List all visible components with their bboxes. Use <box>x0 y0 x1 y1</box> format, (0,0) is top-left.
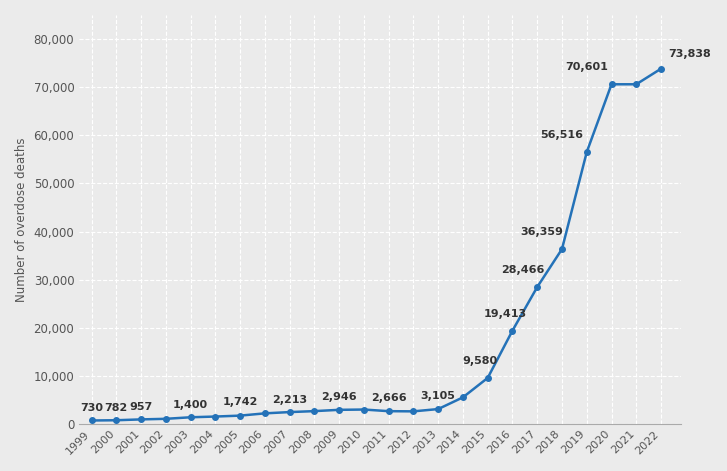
Text: 70,601: 70,601 <box>566 62 608 72</box>
Text: 19,413: 19,413 <box>483 309 526 318</box>
Text: 2,666: 2,666 <box>371 393 406 403</box>
Text: 782: 782 <box>105 403 128 413</box>
Text: 730: 730 <box>80 403 103 413</box>
Text: 1,742: 1,742 <box>222 398 258 407</box>
Text: 957: 957 <box>129 402 153 412</box>
Text: 2,213: 2,213 <box>272 395 308 405</box>
Text: 9,580: 9,580 <box>462 356 498 366</box>
Text: 73,838: 73,838 <box>668 49 711 59</box>
Text: 3,105: 3,105 <box>421 391 456 401</box>
Text: 36,359: 36,359 <box>521 227 563 237</box>
Text: 56,516: 56,516 <box>540 130 584 140</box>
Text: 28,466: 28,466 <box>501 265 544 275</box>
Text: 2,946: 2,946 <box>321 392 357 402</box>
Y-axis label: Number of overdose deaths: Number of overdose deaths <box>15 137 28 302</box>
Text: 1,400: 1,400 <box>173 399 208 410</box>
